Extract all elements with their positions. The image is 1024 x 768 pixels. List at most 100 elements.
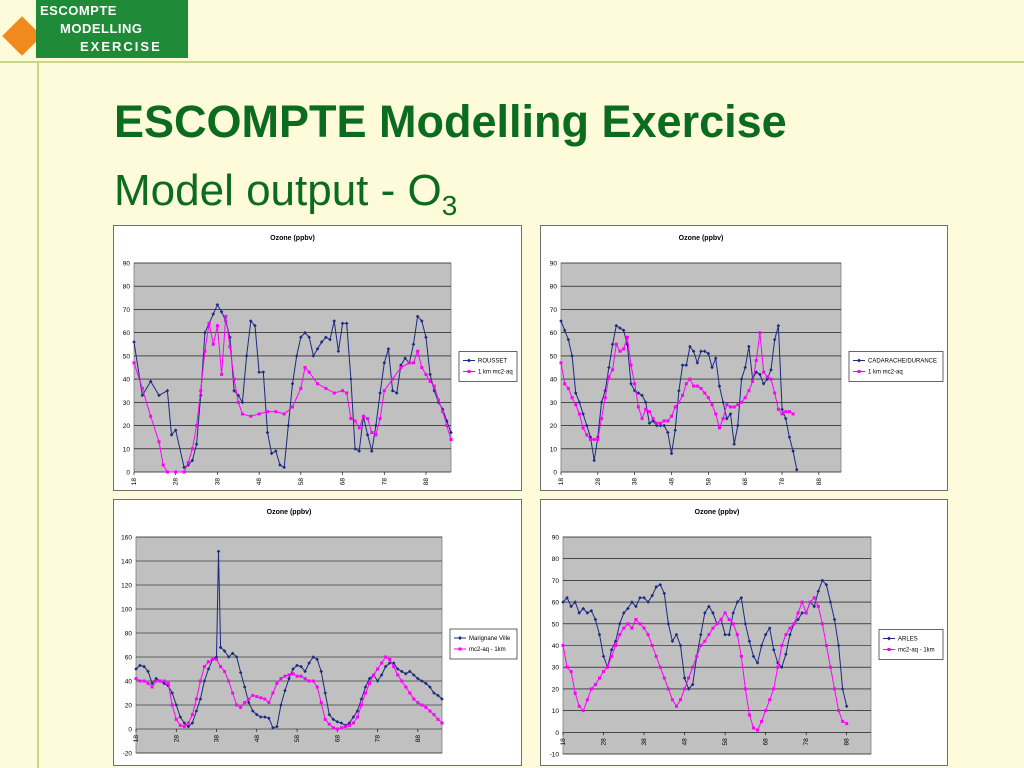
data-point [654,585,659,589]
data-point [174,717,178,721]
data-point [824,644,828,647]
data-point [224,314,228,318]
data-point [755,661,760,665]
y-tick-label: 10 [123,446,131,453]
slide-title: ESCOMPTE Modelling Exercise [114,96,787,147]
data-point [195,424,199,428]
data-point [666,419,670,423]
data-point [618,633,622,637]
logo-line-2: MODELLING [60,21,143,36]
x-tick-label: 58 [705,478,712,486]
y-tick-label: -20 [123,751,133,758]
x-tick-label: 38 [214,735,221,743]
data-point [424,705,428,709]
data-point [563,382,567,386]
x-tick-label: 48 [256,478,263,486]
data-point [394,391,399,395]
data-point [837,709,841,713]
legend-label: CADARACHE/DURANCE [868,359,937,365]
data-point [411,342,416,347]
data-point [215,657,219,661]
data-point [220,372,224,376]
data-point [399,366,403,369]
data-point [666,687,670,691]
data-point [361,414,365,418]
data-point [372,673,376,677]
y-tick-label: 0 [555,730,559,737]
x-tick-label: 68 [763,738,770,746]
y-tick-label: 20 [123,423,131,430]
data-point [246,700,251,705]
data-point [765,375,769,379]
data-point [154,676,158,681]
x-tick-label: 58 [294,735,301,743]
data-point [355,715,359,719]
data-point [283,674,287,678]
data-point [374,433,378,437]
data-point [569,604,573,609]
data-point [295,663,299,668]
data-point [633,382,637,386]
data-point [335,720,340,724]
chart-rousset: Ozone (ppbv) 0 10 20 30 40 50 60 70 80 90 18 28 38 48 5… [123,235,518,486]
data-point [182,725,186,729]
data-point [440,407,445,412]
data-point [832,617,837,622]
data-point [428,379,432,383]
data-point [739,377,744,381]
chart-title: Ozone (ppbv) [270,235,315,242]
data-point [134,677,138,681]
data-point [756,728,760,732]
legend-label: 1 km mc2-aq [868,370,903,376]
data-point [780,644,784,647]
data-point [146,681,150,685]
data-point [162,681,166,686]
y-tick-label: 80 [550,284,558,291]
data-point [182,470,186,474]
data-point [816,589,821,594]
legend-marker [467,370,471,373]
data-point [593,683,597,687]
data-point [751,379,755,383]
data-point [279,677,283,681]
data-point [658,665,662,669]
y-tick-label: 0 [126,470,130,477]
data-point [391,377,395,381]
data-point [411,361,415,365]
data-point [706,396,710,400]
x-tick-label: 78 [381,478,388,486]
data-point [327,722,331,726]
data-point [416,676,420,681]
legend-box [878,629,944,660]
data-point [219,309,224,314]
data-point [247,697,251,701]
data-point [287,673,291,677]
data-point [265,430,270,435]
data-point [597,676,601,680]
data-point [307,679,311,683]
data-point [662,419,666,423]
legend-marker [887,636,891,641]
data-point [721,400,725,405]
data-point [202,665,206,669]
data-point [327,712,332,717]
data-point [732,442,736,446]
chart-cadarache: Ozone (ppbv) 0 10 20 30 40 50 60 70 80 90 18 28 38 48 5… [550,235,944,486]
data-point [420,703,424,707]
data-point [599,400,604,405]
data-point [244,354,249,358]
data-point [626,606,630,611]
data-point [206,660,210,664]
data-point [610,654,614,658]
data-point [142,679,146,683]
legend-label: ARLES [898,637,918,643]
data-point [747,389,751,393]
data-point [416,349,420,353]
data-point [723,611,727,615]
plot-area [135,536,443,754]
data-point [359,703,363,707]
data-point [728,412,733,416]
y-tick-label: 10 [550,446,558,453]
data-point [236,393,241,398]
data-point [339,726,343,730]
